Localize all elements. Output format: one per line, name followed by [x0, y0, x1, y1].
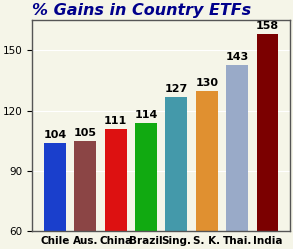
Bar: [135, 123, 157, 231]
Text: % Gains in Country ETFs: % Gains in Country ETFs: [32, 3, 251, 18]
Text: 114: 114: [134, 110, 158, 120]
Bar: [257, 34, 278, 231]
Text: 104: 104: [43, 130, 67, 140]
Bar: [74, 141, 96, 231]
Text: 130: 130: [195, 78, 218, 88]
Bar: [196, 91, 218, 231]
Bar: [226, 64, 248, 231]
Text: 127: 127: [165, 84, 188, 94]
Text: 105: 105: [74, 128, 97, 138]
Text: 158: 158: [256, 21, 279, 31]
Text: 143: 143: [226, 52, 249, 62]
Bar: [105, 129, 127, 231]
Text: 111: 111: [104, 116, 127, 126]
Bar: [166, 97, 187, 231]
Bar: [44, 143, 66, 231]
